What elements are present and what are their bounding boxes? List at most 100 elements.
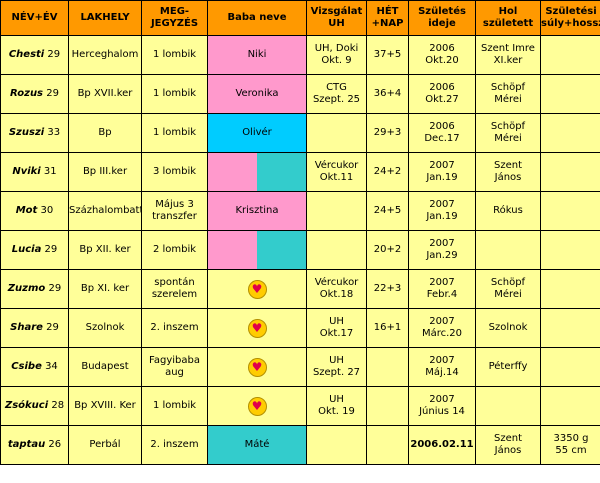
cell-exam: UH Szept. 27 bbox=[306, 347, 367, 387]
cell-baby bbox=[207, 230, 307, 270]
cell-line: Fagyibaba bbox=[149, 355, 200, 366]
user-age: 29 bbox=[47, 49, 61, 60]
cell-line: Máj.14 bbox=[425, 367, 459, 378]
cell-place: Bp XI. ker bbox=[68, 269, 142, 309]
cell-birth: 2007 Jan.19 bbox=[408, 191, 476, 231]
cell-name: Szuszi 33 bbox=[0, 113, 69, 153]
header-het: HÉT +NAP bbox=[366, 0, 409, 36]
cell-baby bbox=[207, 386, 307, 426]
cell-note: 1 lombik bbox=[141, 74, 208, 114]
header-vizsgalat-line1: Vizsgálat bbox=[310, 6, 363, 17]
cell-baby: Olivér bbox=[207, 113, 307, 153]
baby-gender-split bbox=[208, 231, 306, 269]
cell-place: Szolnok bbox=[68, 308, 142, 348]
cell-line: János bbox=[494, 445, 522, 456]
user-name: Zuzmo bbox=[7, 283, 46, 294]
cell-place: Budapest bbox=[68, 347, 142, 387]
table-row: Chesti 29 Herceghalom 1 lombik Niki UH, Doki… bbox=[0, 35, 600, 75]
cell-birth: 2006 Dec.17 bbox=[408, 113, 476, 153]
cell-week: 22+3 bbox=[366, 269, 409, 309]
cell-line: Június 14 bbox=[419, 406, 465, 417]
cell-name: Share 29 bbox=[0, 308, 69, 348]
cell-line: UH bbox=[329, 355, 344, 366]
cell-weight bbox=[540, 347, 600, 387]
cell-line: 2007 bbox=[429, 199, 455, 210]
cell-weight bbox=[540, 308, 600, 348]
baby-name: Krisztina bbox=[235, 205, 279, 216]
cell-place: Bp XVII.ker bbox=[68, 74, 142, 114]
cell-line: Okt.20 bbox=[425, 55, 459, 66]
header-baba: Baba neve bbox=[207, 0, 307, 36]
cell-line: CTG bbox=[326, 82, 347, 93]
table-row: Rozus 29 Bp XVII.ker 1 lombik Veronika CTG Sz… bbox=[0, 74, 600, 114]
cell-place: Százhalombatta bbox=[68, 191, 142, 231]
cell-line: Okt.18 bbox=[319, 289, 354, 300]
cell-line: UH bbox=[329, 394, 344, 405]
header-megjegyzes-line2: JEGYZÉS bbox=[150, 18, 199, 29]
header-suly: Születési súly+hossz bbox=[540, 0, 600, 36]
cell-line: XI.ker bbox=[493, 55, 523, 66]
cell-baby bbox=[207, 308, 307, 348]
table-row: Csibe 34BudapestFagyibabaaugUHSzept. 272… bbox=[0, 347, 600, 387]
cell-line: Mérei bbox=[494, 289, 522, 300]
baby-name: Olivér bbox=[242, 127, 272, 138]
cell-baby bbox=[207, 269, 307, 309]
cell-place: Bp XII. ker bbox=[68, 230, 142, 270]
cell-weight: 3350 g 55 cm bbox=[540, 425, 600, 465]
cell-line: 2. inszem bbox=[150, 322, 199, 333]
cell-note: Május 3 transzfer bbox=[141, 191, 208, 231]
cell-line: Okt.17 bbox=[319, 328, 354, 339]
user-age: 34 bbox=[45, 361, 58, 372]
cell-line: Vércukor bbox=[314, 277, 359, 288]
cell-weight bbox=[540, 386, 600, 426]
cell-line: 2007 bbox=[429, 355, 455, 366]
cell-line: 3 lombik bbox=[152, 166, 197, 177]
cell-baby: Máté bbox=[207, 425, 307, 465]
cell-where: Szent János bbox=[475, 425, 541, 465]
cell-name: taptau 26 bbox=[0, 425, 69, 465]
cell-line: 2007 bbox=[429, 394, 455, 405]
cell-baby: Krisztina bbox=[207, 191, 307, 231]
cell-line: Márc.20 bbox=[421, 328, 463, 339]
cell-where: Schöpf Mérei bbox=[475, 113, 541, 153]
header-het-line2: +NAP bbox=[371, 18, 404, 29]
cell-line: Jan.29 bbox=[426, 250, 458, 261]
cell-line: Mérei bbox=[494, 94, 522, 105]
cell-name: Lucia 29 bbox=[0, 230, 69, 270]
cell-exam bbox=[306, 230, 367, 270]
cell-birth: 2007 Máj.14 bbox=[408, 347, 476, 387]
cell-line: UH, Doki bbox=[314, 43, 359, 54]
header-row: NÉV+ÉV LAKHELY MEG- JEGYZÉS Baba neve Vi… bbox=[0, 0, 600, 36]
pregnancy-table: NÉV+ÉV LAKHELY MEG- JEGYZÉS Baba neve Vi… bbox=[0, 0, 600, 465]
user-name: Nviki bbox=[12, 166, 41, 177]
cell-place: Bp III.ker bbox=[68, 152, 142, 192]
cell-weight bbox=[540, 230, 600, 270]
cell-birth: 2007 Márc.20 bbox=[408, 308, 476, 348]
cell-name: Csibe 34 bbox=[0, 347, 69, 387]
header-vizsgalat: Vizsgálat UH bbox=[306, 0, 367, 36]
cell-note: 1 lombik bbox=[141, 113, 208, 153]
table-row: Szuszi 33 Bp 1 lombik Olivér 29+3 2006 Dec.17 S… bbox=[0, 113, 600, 153]
user-name: Szuszi bbox=[8, 127, 45, 138]
cell-where bbox=[475, 230, 541, 270]
cell-place: Bp bbox=[68, 113, 142, 153]
cell-exam: UH Okt.17 bbox=[306, 308, 367, 348]
smiley-heart-icon bbox=[247, 318, 267, 338]
cell-line: szerelem bbox=[151, 289, 198, 300]
user-age: 29 bbox=[48, 283, 62, 294]
cell-baby bbox=[207, 152, 307, 192]
cell-line: Mérei bbox=[494, 133, 522, 144]
cell-note: 1 lombik bbox=[141, 386, 208, 426]
cell-weight bbox=[540, 113, 600, 153]
cell-line: 1 lombik bbox=[152, 49, 197, 60]
cell-line: Okt.27 bbox=[425, 94, 459, 105]
cell-line: transzfer bbox=[152, 211, 197, 222]
user-name: Zsókuci bbox=[4, 400, 49, 411]
user-name: Rozus bbox=[10, 88, 44, 99]
cell-baby bbox=[207, 347, 307, 387]
header-hol-line2: született bbox=[482, 18, 534, 29]
cell-line: 2. inszem bbox=[150, 439, 199, 450]
user-age: 28 bbox=[51, 400, 65, 411]
cell-line: 1 lombik bbox=[152, 88, 197, 99]
